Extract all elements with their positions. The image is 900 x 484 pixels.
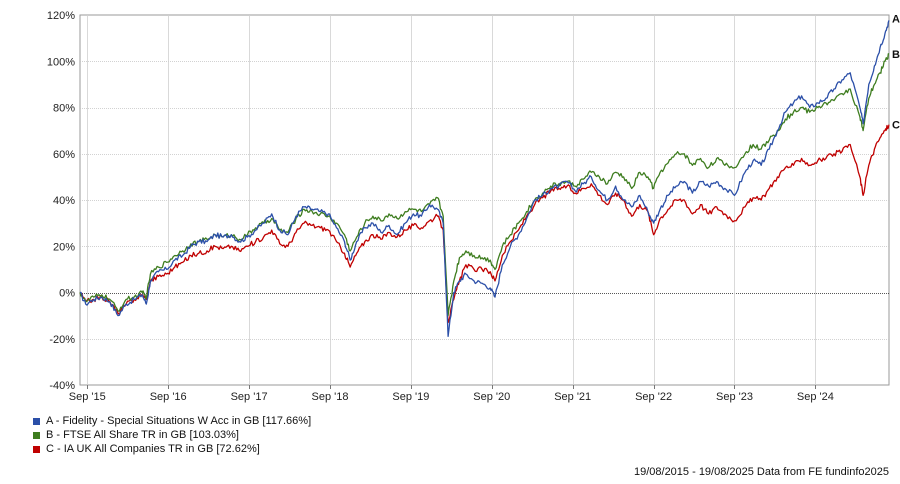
series-lines xyxy=(79,20,890,338)
y-axis: -40% -20% 0% 20% 40% 60% 80% 100% 120% xyxy=(47,10,75,392)
legend-item-b: B - FTSE All Share TR in GB [103.03%] xyxy=(33,428,311,442)
end-label-a: A xyxy=(892,13,900,25)
x-tick-label: Sep '24 xyxy=(797,391,834,403)
x-tick-label: Sep '23 xyxy=(716,391,753,403)
legend-item-a: A - Fidelity - Special Situations W Acc … xyxy=(33,414,311,428)
x-tick-label: Sep '22 xyxy=(635,391,672,403)
end-label-c: C xyxy=(892,120,900,132)
x-tick-label: Sep '21 xyxy=(554,391,591,403)
plot-frame xyxy=(79,14,890,386)
series-line-a xyxy=(79,20,890,338)
x-tick-label: Sep '20 xyxy=(473,391,510,403)
legend-label-b: B - FTSE All Share TR in GB [103.03%] xyxy=(46,429,239,441)
y-tick-label: 100% xyxy=(47,56,75,68)
legend-swatch-b xyxy=(33,431,40,439)
legend-swatch-c xyxy=(33,445,40,453)
legend-swatch-a xyxy=(33,417,40,425)
y-tick-label: 80% xyxy=(53,103,75,115)
x-axis: Sep '15 Sep '16 Sep '17 Sep '18 Sep '19 Sep '… xyxy=(69,385,834,403)
legend-label-a: A - Fidelity - Special Situations W Acc … xyxy=(46,415,312,427)
series-end-labels: C B A xyxy=(892,13,900,131)
legend-item-c: C - IA UK All Companies TR in GB [72.62%… xyxy=(33,442,311,456)
y-tick-label: 60% xyxy=(53,149,75,161)
y-tick-label: 20% xyxy=(53,241,75,253)
y-tick-label: 0% xyxy=(59,288,75,300)
x-tick-label: Sep '17 xyxy=(231,391,268,403)
legend: A - Fidelity - Special Situations W Acc … xyxy=(33,414,311,456)
y-tick-label: -20% xyxy=(49,334,75,346)
y-tick-label: 40% xyxy=(53,195,75,207)
x-tick-label: Sep '19 xyxy=(392,391,429,403)
footer-source: 19/08/2015 - 19/08/2025 Data from FE fun… xyxy=(633,466,889,478)
x-tick-label: Sep '16 xyxy=(150,391,187,403)
legend-label-c: C - IA UK All Companies TR in GB [72.62%… xyxy=(46,443,260,455)
x-tick-label: Sep '18 xyxy=(311,391,348,403)
y-tick-label: -40% xyxy=(49,380,75,392)
x-tick-label: Sep '15 xyxy=(69,391,106,403)
end-label-b: B xyxy=(892,49,900,61)
line-chart: -40%-20%0%20%40%60%80%100%120% Sep '15 Se… xyxy=(47,10,900,403)
series-line-b xyxy=(79,53,890,317)
chart-grid xyxy=(79,14,890,386)
y-tick-label: 120% xyxy=(47,10,75,22)
series-line-c xyxy=(79,124,890,324)
